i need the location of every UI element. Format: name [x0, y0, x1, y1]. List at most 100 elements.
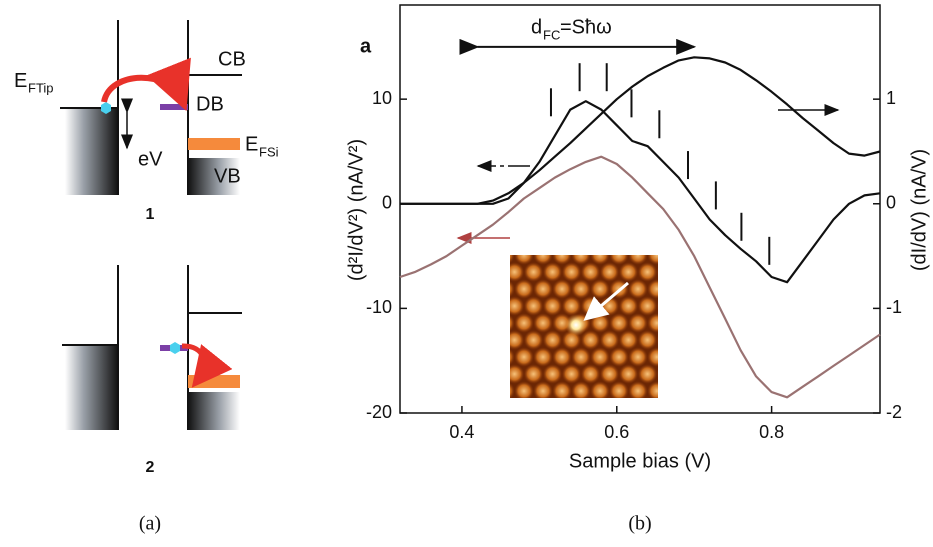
atom [542, 262, 563, 282]
tunnel-arrow [101, 57, 191, 112]
atom [609, 347, 629, 367]
atom [514, 255, 534, 265]
annotation: FC [543, 27, 560, 42]
atom [510, 255, 515, 264]
x-tick-label: 0.8 [759, 422, 784, 442]
atom [542, 296, 563, 316]
atom [514, 279, 534, 299]
caption: (b) [628, 513, 651, 535]
plot-frame [399, 4, 881, 414]
atom [590, 255, 610, 265]
atom [552, 255, 572, 265]
bright-atom [565, 314, 587, 336]
atom [510, 296, 525, 316]
atom [552, 347, 572, 367]
atom [571, 347, 591, 367]
atom [628, 347, 648, 367]
atom [599, 364, 620, 384]
label: E [14, 70, 27, 92]
electron [170, 342, 180, 354]
x-tick-label: 0.4 [449, 422, 474, 442]
x-axis-label: Sample bias (V) [569, 450, 711, 472]
stm-inset [510, 255, 658, 398]
fermi-bar [188, 375, 240, 388]
atom [637, 330, 658, 350]
decay-arrow [181, 343, 233, 388]
step-label: 1 [146, 206, 155, 223]
atom [542, 330, 563, 350]
atom [523, 296, 544, 316]
atom [533, 313, 553, 333]
atom [523, 330, 544, 350]
atom [571, 381, 591, 398]
data-line [399, 155, 881, 399]
atom [514, 347, 534, 367]
atom [533, 347, 553, 367]
atom [552, 279, 572, 299]
atom [580, 364, 601, 384]
atom [656, 300, 658, 312]
fermi-bar [188, 138, 240, 150]
atom [656, 266, 658, 278]
atom [514, 381, 534, 398]
annotation: d [531, 16, 542, 38]
label: eV [138, 148, 163, 170]
data-line [400, 56, 881, 205]
db-bar [160, 104, 188, 110]
atom [609, 255, 629, 265]
label-sub: FTip [28, 80, 54, 95]
electron [101, 102, 111, 114]
atom [510, 348, 515, 366]
y-tick-label: -10 [366, 297, 392, 317]
atom [599, 262, 620, 282]
atom [580, 262, 601, 282]
atom [590, 279, 610, 299]
atom [590, 313, 610, 333]
atom [637, 364, 658, 384]
atom [637, 262, 658, 282]
atom [561, 364, 582, 384]
atom [510, 330, 525, 350]
atom [533, 381, 553, 398]
atom [510, 262, 525, 282]
atom [647, 279, 658, 299]
atom [510, 314, 515, 332]
y2-tick-label: 1 [886, 88, 896, 108]
panel-label: a [360, 35, 372, 57]
vb-states [188, 158, 240, 195]
atom [571, 255, 591, 265]
atom [628, 279, 648, 299]
atom [628, 313, 648, 333]
atom [609, 313, 629, 333]
data-line [400, 100, 881, 284]
panel-b: a d FC =Sħω Sample bias (V) (d²I/dV²) (n… [345, 4, 930, 535]
inset-arrow [583, 281, 629, 321]
y-tick-label: 0 [382, 193, 392, 213]
vb-states [188, 392, 240, 430]
atom [590, 381, 610, 398]
y2-tick-label: 0 [886, 193, 896, 213]
atom [647, 255, 658, 265]
atom [510, 364, 525, 384]
atom [590, 347, 610, 367]
panel-a: E FTip CB DB E FSi VB eV 1 2 (a) [14, 20, 279, 535]
atom [647, 313, 658, 333]
atom [533, 255, 553, 265]
atom [618, 262, 639, 282]
tip-states [65, 108, 118, 195]
caption: (a) [139, 513, 161, 535]
atom [628, 381, 648, 398]
atom [580, 330, 601, 350]
atom [637, 296, 658, 316]
label: CB [218, 48, 246, 70]
atom [656, 334, 658, 346]
atom [510, 280, 515, 298]
y2-axis-label: (dI/dV) (nA/V) [908, 149, 930, 271]
atom [628, 255, 648, 265]
y-axis-label: (d²I/dV²) (nA/V²) [345, 139, 367, 281]
atom [647, 347, 658, 367]
atom [656, 368, 658, 380]
atom [523, 262, 544, 282]
y2-tick-label: -1 [886, 297, 902, 317]
